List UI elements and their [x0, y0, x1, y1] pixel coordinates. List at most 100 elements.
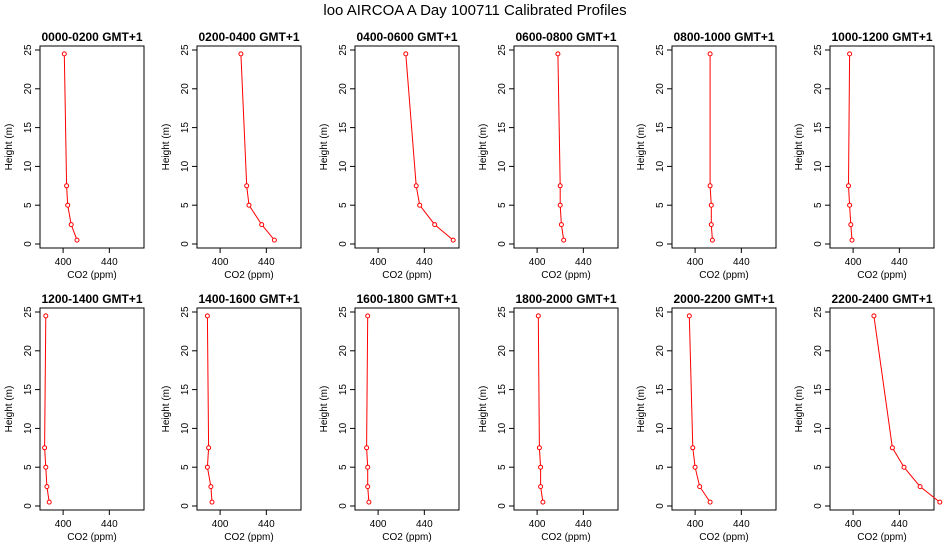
y-tick-label: 5 [813, 202, 824, 208]
y-tick-label: 20 [813, 345, 824, 357]
data-point [690, 445, 696, 451]
y-tick-label: 5 [338, 202, 349, 208]
data-point [697, 484, 703, 490]
profile-line [63, 53, 78, 241]
y-tick-label: 0 [813, 503, 824, 509]
profile-line [537, 315, 544, 503]
data-point [246, 202, 252, 208]
y-tick-label: 15 [655, 384, 666, 396]
x-tick-label: 400 [529, 519, 546, 530]
x-axis-label: CO2 (ppm) [857, 270, 906, 281]
y-tick-label: 15 [180, 122, 191, 134]
x-axis-label: CO2 (ppm) [699, 270, 748, 281]
data-point [64, 183, 70, 189]
data-point [847, 202, 853, 208]
x-tick-label: 400 [845, 257, 862, 268]
y-tick-label: 15 [180, 384, 191, 396]
profile-panel: 1400-1600 GMT+1 400 440 0 5 10 15 20 25 CO2 (ppm)… [161, 292, 302, 543]
plot-frame [671, 45, 777, 249]
y-axis-label: Height (m) [636, 386, 647, 433]
y-tick-label: 25 [180, 44, 191, 56]
x-tick-label: 440 [575, 257, 592, 268]
y-tick-label: 25 [23, 306, 34, 318]
data-point [557, 202, 563, 208]
y-tick-label: 0 [23, 241, 34, 247]
x-axis-label: CO2 (ppm) [699, 532, 748, 543]
y-tick-label: 5 [338, 464, 349, 470]
y-tick-label: 10 [180, 160, 191, 172]
y-tick-label: 25 [23, 44, 34, 56]
x-axis-label: CO2 (ppm) [857, 532, 906, 543]
panel-title: 0800-1000 GMT+1 [673, 30, 774, 44]
data-point [708, 202, 714, 208]
data-point [43, 313, 49, 319]
panel-title: 2200-2400 GMT+1 [831, 292, 932, 306]
profile-panel: 1200-1400 GMT+1 400 440 0 5 10 15 20 25 CO2 (ppm)… [4, 292, 145, 543]
plot-frame [354, 307, 460, 511]
plot-frame [39, 45, 145, 249]
y-tick-label: 20 [655, 83, 666, 95]
data-point [535, 313, 541, 319]
y-tick-label: 5 [180, 464, 191, 470]
data-point [74, 237, 80, 243]
panel-title: 0200-0400 GMT+1 [198, 30, 299, 44]
plot-frame [671, 307, 777, 511]
profile-panel: 0600-0800 GMT+1 400 440 0 5 10 15 20 25 CO2 (ppm)… [478, 30, 619, 281]
y-tick-label: 5 [497, 464, 508, 470]
y-tick-label: 10 [180, 422, 191, 434]
profile-line [206, 315, 213, 503]
x-tick-label: 440 [258, 519, 275, 530]
x-tick-label: 440 [733, 257, 750, 268]
data-point [847, 51, 853, 57]
x-axis-label: CO2 (ppm) [382, 270, 431, 281]
x-tick-label: 400 [687, 519, 704, 530]
profile-panel: 0000-0200 GMT+1 400 440 0 5 10 15 20 25 CO2 (ppm)… [4, 30, 145, 281]
y-tick-label: 20 [497, 345, 508, 357]
data-point [937, 499, 943, 505]
profile-line [709, 53, 713, 241]
y-tick-label: 20 [180, 83, 191, 95]
y-tick-label: 0 [813, 241, 824, 247]
x-tick-label: 440 [258, 257, 275, 268]
y-axis-label: Height (m) [636, 124, 647, 171]
data-point [364, 445, 370, 451]
x-tick-label: 440 [416, 519, 433, 530]
y-tick-label: 20 [813, 83, 824, 95]
y-tick-label: 25 [497, 44, 508, 56]
y-tick-label: 0 [338, 503, 349, 509]
y-tick-label: 0 [338, 241, 349, 247]
y-axis-label: Height (m) [478, 386, 489, 433]
y-tick-label: 10 [655, 422, 666, 434]
y-tick-label: 5 [655, 464, 666, 470]
plot-frame [196, 307, 302, 511]
data-point [538, 484, 544, 490]
y-tick-label: 15 [497, 122, 508, 134]
data-point [686, 313, 692, 319]
data-point [206, 445, 212, 451]
y-axis-label: Height (m) [4, 386, 15, 433]
y-tick-label: 10 [813, 160, 824, 172]
data-point [365, 313, 371, 319]
y-tick-label: 25 [338, 44, 349, 56]
profile-panel: 1000-1200 GMT+1 400 440 0 5 10 15 20 25 CO2 (ppm)… [794, 30, 935, 281]
data-point [417, 202, 423, 208]
x-tick-label: 440 [416, 257, 433, 268]
panel-title: 0000-0200 GMT+1 [41, 30, 142, 44]
y-tick-label: 20 [338, 345, 349, 357]
data-point [846, 183, 851, 189]
y-tick-label: 15 [813, 122, 824, 134]
y-tick-label: 10 [497, 422, 508, 434]
x-axis-label: CO2 (ppm) [67, 270, 116, 281]
y-tick-label: 0 [497, 241, 508, 247]
y-tick-label: 25 [813, 306, 824, 318]
y-tick-label: 5 [180, 202, 191, 208]
data-point [204, 464, 210, 470]
y-tick-label: 25 [655, 44, 666, 56]
y-tick-label: 5 [497, 202, 508, 208]
y-tick-label: 0 [23, 503, 34, 509]
y-tick-label: 15 [23, 122, 34, 134]
y-axis-label: Height (m) [161, 124, 172, 171]
data-point [271, 237, 277, 243]
data-point [707, 51, 713, 57]
